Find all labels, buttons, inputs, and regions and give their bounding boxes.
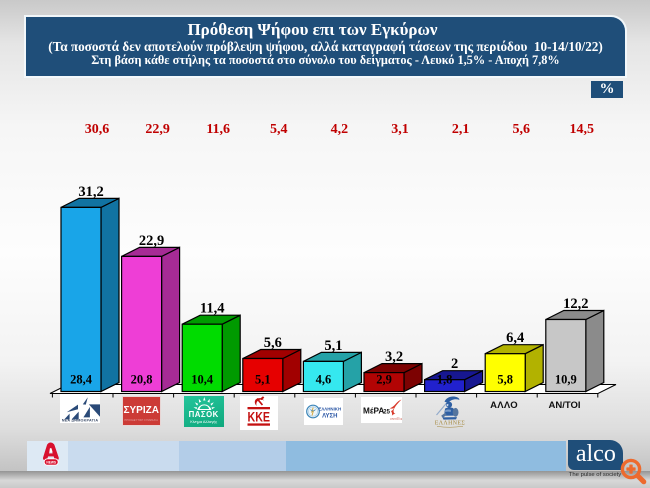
svg-text:2,9: 2,9 <box>376 373 392 387</box>
svg-text:ΛΥΣΗ: ΛΥΣΗ <box>322 414 337 420</box>
svg-text:2,1: 2,1 <box>452 122 470 137</box>
svg-text:10,4: 10,4 <box>191 373 214 387</box>
svg-text:4,2: 4,2 <box>331 122 349 137</box>
svg-text:6,4: 6,4 <box>506 330 524 346</box>
svg-text:30,6: 30,6 <box>85 122 110 137</box>
svg-text:5,4: 5,4 <box>270 122 288 137</box>
svg-text:10,9: 10,9 <box>555 373 577 387</box>
svg-text:ΜέΡΑ: ΜέΡΑ <box>363 406 384 415</box>
svg-text:ΕΛΛΗΝΙΚΗ: ΕΛΛΗΝΙΚΗ <box>318 406 341 411</box>
svg-text:5,1: 5,1 <box>324 338 342 354</box>
svg-text:14,5: 14,5 <box>570 122 595 137</box>
svg-text:22,9: 22,9 <box>139 233 164 249</box>
svg-text:μερα25.gr: μερα25.gr <box>390 416 402 420</box>
svg-text:12,2: 12,2 <box>563 296 588 312</box>
svg-text:5,6: 5,6 <box>512 122 530 137</box>
svg-text:20,8: 20,8 <box>131 373 153 387</box>
svg-text:NEWS: NEWS <box>46 461 56 465</box>
svg-text:3,2: 3,2 <box>385 349 403 365</box>
svg-text:22,9: 22,9 <box>145 122 170 137</box>
svg-text:28,4: 28,4 <box>70 373 93 387</box>
svg-text:ΚΚΕ: ΚΚΕ <box>248 410 271 425</box>
svg-text:ΝΕΑ ΔΗΜΟΚΡΑΤΙΑ: ΝΕΑ ΔΗΜΟΚΡΑΤΙΑ <box>62 419 99 423</box>
svg-text:4,6: 4,6 <box>316 373 332 387</box>
svg-text:5,1: 5,1 <box>255 373 271 387</box>
svg-text:2: 2 <box>451 356 458 372</box>
svg-text:25: 25 <box>383 409 390 415</box>
svg-text:31,2: 31,2 <box>78 184 103 200</box>
svg-text:ΕΛΛΗΝΕΣ: ΕΛΛΗΝΕΣ <box>435 421 466 427</box>
svg-text:11,6: 11,6 <box>206 122 230 137</box>
svg-text:5,8: 5,8 <box>497 373 513 387</box>
svg-text:3,1: 3,1 <box>391 122 409 137</box>
svg-text:11,4: 11,4 <box>200 301 225 317</box>
svg-text:5,6: 5,6 <box>264 335 282 351</box>
svg-text:1,8: 1,8 <box>437 373 453 387</box>
